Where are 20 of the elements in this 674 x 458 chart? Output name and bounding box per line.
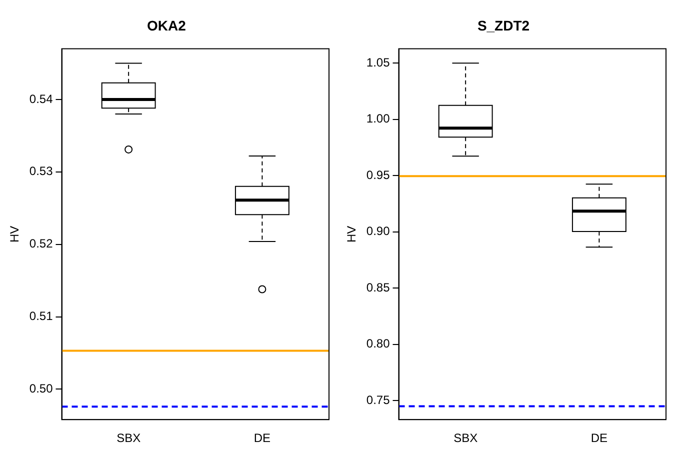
- x-tick-label: DE: [590, 431, 608, 446]
- y-tick-label: 0.90: [366, 224, 390, 238]
- y-axis-title: HV: [8, 226, 22, 243]
- y-tick-label: 0.51: [29, 309, 54, 324]
- y-tick-label: 0.52: [29, 236, 54, 251]
- x-tick-label: SBX: [116, 431, 141, 446]
- y-tick-label: 0.85: [366, 280, 390, 294]
- y-tick-label: 1.05: [366, 55, 390, 70]
- chart-title: S_ZDT2: [477, 17, 530, 34]
- chart-title: OKA2: [147, 17, 186, 34]
- y-axis-title: HV: [344, 226, 359, 243]
- y-tick-label: 0.80: [366, 336, 390, 351]
- x-tick-label: DE: [254, 431, 271, 446]
- y-tick-label: 0.50: [29, 381, 54, 396]
- y-tick-label: 0.75: [366, 392, 390, 407]
- y-tick-label: 0.95: [366, 168, 390, 182]
- y-tick-label: 0.53: [29, 164, 54, 178]
- y-tick-label: 1.00: [366, 112, 390, 126]
- y-tick-label: 0.54: [29, 92, 54, 106]
- x-tick-label: SBX: [454, 431, 478, 446]
